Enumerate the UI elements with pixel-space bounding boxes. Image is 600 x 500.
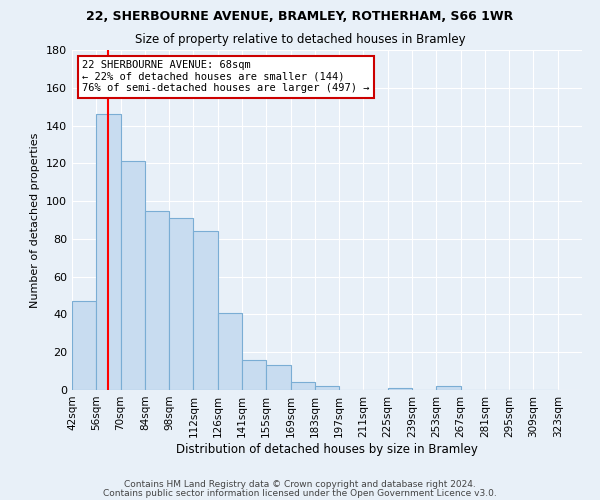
Bar <box>315 386 339 390</box>
Bar <box>290 382 315 390</box>
Bar <box>145 210 169 390</box>
Text: 22 SHERBOURNE AVENUE: 68sqm
← 22% of detached houses are smaller (144)
76% of se: 22 SHERBOURNE AVENUE: 68sqm ← 22% of det… <box>82 60 370 94</box>
Text: Contains HM Land Registry data © Crown copyright and database right 2024.: Contains HM Land Registry data © Crown c… <box>124 480 476 489</box>
Bar <box>242 360 266 390</box>
Bar <box>266 366 290 390</box>
Bar <box>436 386 461 390</box>
Y-axis label: Number of detached properties: Number of detached properties <box>31 132 40 308</box>
Bar <box>193 232 218 390</box>
Bar <box>72 301 96 390</box>
Text: Size of property relative to detached houses in Bramley: Size of property relative to detached ho… <box>134 32 466 46</box>
Text: 22, SHERBOURNE AVENUE, BRAMLEY, ROTHERHAM, S66 1WR: 22, SHERBOURNE AVENUE, BRAMLEY, ROTHERHA… <box>86 10 514 23</box>
Bar <box>388 388 412 390</box>
Bar <box>96 114 121 390</box>
Bar <box>218 312 242 390</box>
Bar <box>121 162 145 390</box>
X-axis label: Distribution of detached houses by size in Bramley: Distribution of detached houses by size … <box>176 442 478 456</box>
Bar <box>169 218 193 390</box>
Text: Contains public sector information licensed under the Open Government Licence v3: Contains public sector information licen… <box>103 489 497 498</box>
